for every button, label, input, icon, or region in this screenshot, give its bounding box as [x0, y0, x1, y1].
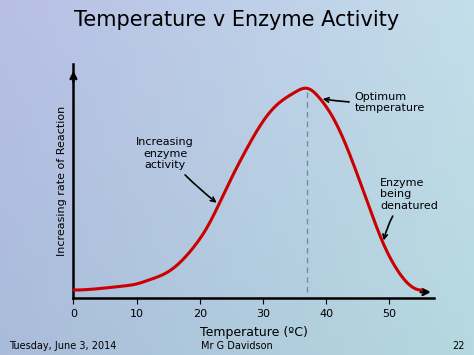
Text: Mr G Davidson: Mr G Davidson [201, 342, 273, 351]
Text: Enzyme
being
denatured: Enzyme being denatured [380, 178, 438, 239]
Text: Increasing
enzyme
activity: Increasing enzyme activity [136, 137, 215, 202]
Y-axis label: Increasing rate of Reaction: Increasing rate of Reaction [56, 106, 66, 256]
X-axis label: Temperature (ºC): Temperature (ºC) [200, 326, 308, 339]
Text: Optimum
temperature: Optimum temperature [325, 92, 425, 113]
Text: 22: 22 [452, 342, 465, 351]
Text: Tuesday, June 3, 2014: Tuesday, June 3, 2014 [9, 342, 117, 351]
Text: Temperature v Enzyme Activity: Temperature v Enzyme Activity [74, 10, 400, 30]
